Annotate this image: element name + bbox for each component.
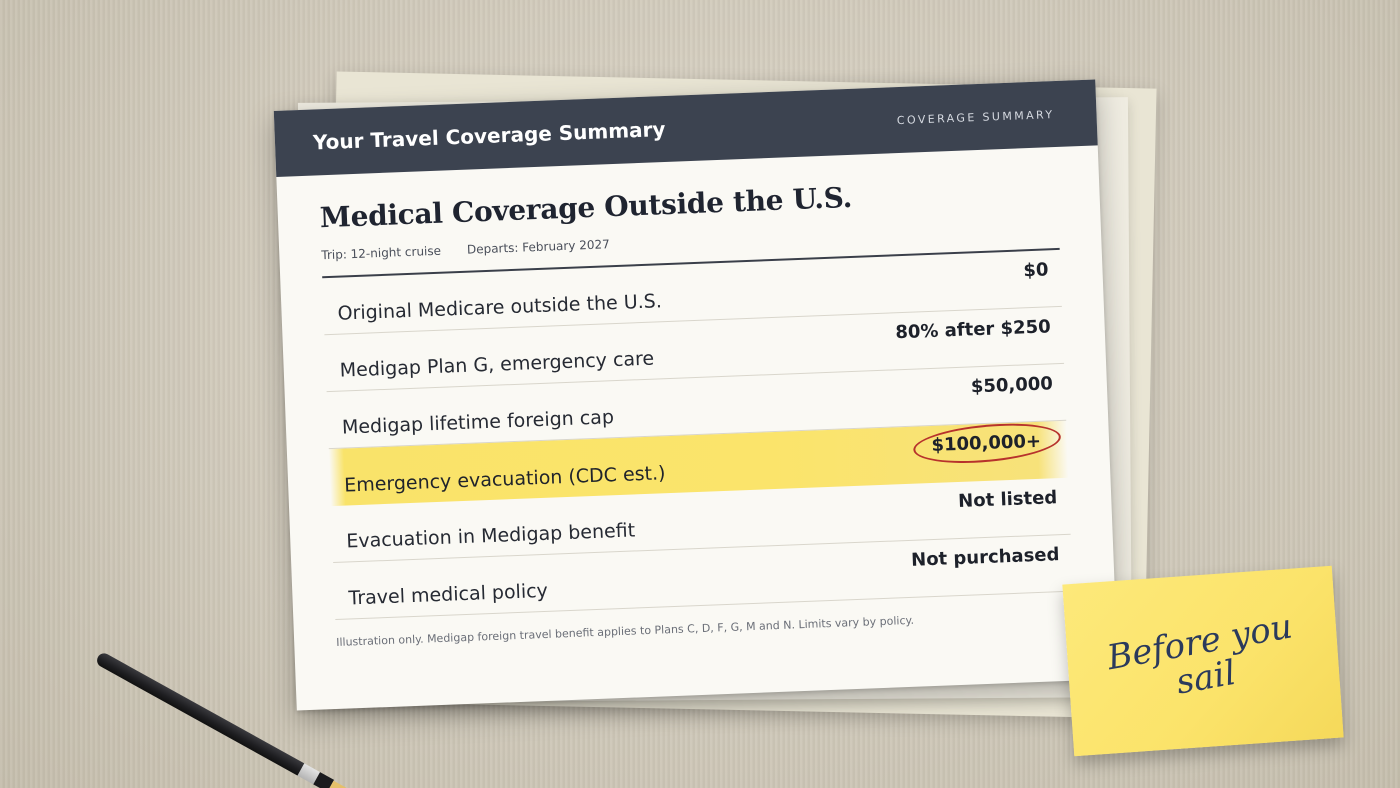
row-value: 80% after $250: [894, 315, 1052, 343]
card-body: Medical Coverage Outside the U.S. Trip: …: [276, 145, 1116, 650]
departure-info: Departs: February 2027: [466, 237, 610, 257]
sticky-note-text: Before you sail: [1104, 606, 1296, 703]
header-title: Your Travel Coverage Summary: [312, 116, 666, 155]
row-value: $50,000: [970, 372, 1054, 397]
trip-info: Trip: 12-night cruise: [321, 243, 442, 263]
pen-body: [94, 650, 305, 776]
circled-value: $100,000+: [917, 424, 1056, 480]
red-circle-mark: $100,000+: [917, 424, 1056, 462]
header-tag: COVERAGE SUMMARY: [896, 107, 1055, 127]
coverage-summary-card: Your Travel Coverage Summary COVERAGE SU…: [273, 79, 1119, 711]
row-value: Not listed: [957, 486, 1058, 512]
row-value: $0: [1022, 258, 1049, 281]
row-label: Medigap lifetime foreign cap: [341, 406, 615, 439]
row-value: Not purchased: [910, 543, 1060, 571]
row-label: Original Medicare outside the U.S.: [337, 290, 663, 325]
row-label: Emergency evacuation (CDC est.): [343, 461, 666, 497]
row-label: Medigap Plan G, emergency care: [339, 347, 655, 382]
coverage-table: Original Medicare outside the U.S. $0 Me…: [322, 249, 1073, 621]
row-label: Travel medical policy: [348, 579, 549, 610]
sticky-note: Before you sail: [1062, 565, 1344, 757]
row-label: Evacuation in Medigap benefit: [345, 519, 636, 553]
